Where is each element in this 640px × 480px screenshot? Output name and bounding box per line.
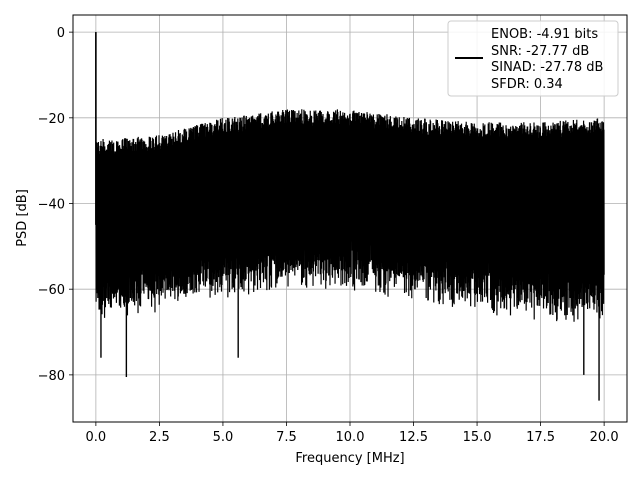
x-axis-label: Frequency [MHz] [295, 451, 404, 466]
psd-trace [95, 32, 605, 322]
legend-line-1: ENOB: -4.91 bits [491, 27, 598, 42]
y-tick-label: −20 [38, 112, 65, 127]
y-tick-label: −40 [38, 198, 65, 213]
x-tick-label: 7.5 [276, 430, 297, 445]
y-tick-label: 0 [57, 26, 65, 41]
x-tick-label: 15.0 [463, 430, 492, 445]
y-axis-ticks: 0 −20 −40 −60 −80 [38, 26, 73, 384]
x-tick-label: 5.0 [213, 430, 234, 445]
y-axis-label: PSD [dB] [15, 189, 30, 247]
x-axis-ticks: 0.0 2.5 5.0 7.5 10.0 12.5 15.0 17.5 20.0 [86, 422, 619, 445]
x-tick-label: 12.5 [399, 430, 428, 445]
x-tick-label: 10.0 [336, 430, 365, 445]
y-tick-label: −80 [38, 369, 65, 384]
x-tick-label: 2.5 [149, 430, 170, 445]
y-tick-label: −60 [38, 283, 65, 298]
x-tick-label: 20.0 [590, 430, 619, 445]
legend-box [447, 20, 619, 97]
psd-series [95, 32, 605, 401]
legend: ENOB: -4.91 bits SNR: -27.77 dB SINAD: -… [447, 20, 619, 97]
plot-frame [72, 14, 628, 423]
legend-line-3: SINAD: -27.78 dB [491, 60, 603, 75]
x-tick-label: 17.5 [526, 430, 555, 445]
legend-line-4: SFDR: 0.34 [491, 77, 563, 92]
legend-line-2: SNR: -27.77 dB [491, 44, 589, 59]
x-tick-label: 0.0 [86, 430, 107, 445]
